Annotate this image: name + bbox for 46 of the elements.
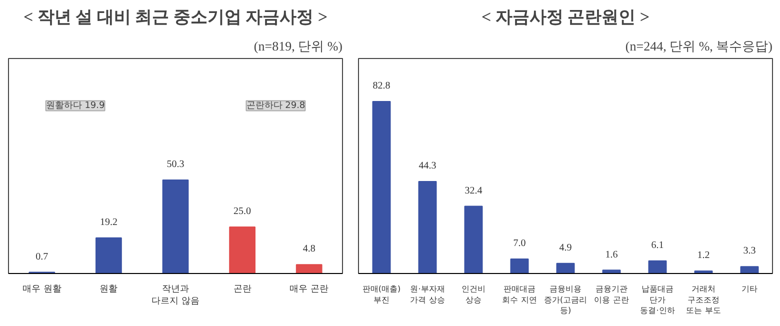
x-tick-label: 납품대금 단가 동결·인하 [640,284,675,316]
bar [740,266,759,274]
bar [229,226,256,274]
x-tick-label: 금융기관 이용 곤란 [594,284,629,304]
chart-title: < 자금사정 곤란원인 > [481,8,650,26]
bar [418,180,437,274]
bar [296,264,322,274]
x-tick-label: 매우 원활 [22,284,62,294]
data-label: 1.6 [605,249,618,260]
bar [602,270,621,274]
chart-subtitle: (n=244, 단위 %, 복수응답) [625,38,773,54]
data-label: 0.7 [36,251,48,262]
chart-subtitle: (n=819, 단위 %) [254,38,343,54]
bar [162,180,189,274]
x-tick-label: 인건비 상승 [462,284,486,304]
data-label: 32.4 [464,185,482,196]
data-label: 3.3 [743,246,756,257]
data-label: 1.2 [697,250,710,262]
bar [648,260,667,274]
data-label: 4.8 [302,244,316,255]
bar [96,237,122,274]
data-label: 25.0 [234,206,252,218]
bar [464,206,483,274]
x-tick-label: 판매대금 회수 지연 [502,284,537,304]
data-label: 19.2 [100,216,118,228]
data-label: 6.1 [651,240,664,251]
x-tick-label: 판매(매출) 부진 [362,284,401,304]
data-label: 4.9 [559,242,572,254]
text: 원활하다 19.9 [46,100,106,111]
x-tick-label: 원·부자재 가격 상승 [410,284,445,304]
text: 곤란하다 29.8 [246,100,306,111]
x-tick-label: 원활 [100,284,118,294]
data-label: 50.3 [166,159,184,170]
data-label: 44.3 [418,160,436,172]
x-tick-label: 매우 곤란 [290,284,329,294]
x-tick-label: 기타 [742,284,758,294]
bar [372,101,391,274]
data-label: 7.0 [513,238,526,250]
x-tick-label: 곤란 [233,284,252,294]
bar [510,258,529,274]
data-label: 82.8 [372,80,390,92]
x-tick-label: 작년과 다르지 않음 [152,284,200,306]
chart-title: < 작년 설 대비 최근 중소기업 자금사정 > [23,8,328,26]
x-tick-label: 금융비용 증가(고금리 등) [544,284,588,316]
x-tick-label: 거래처 구조조정 또는 부도 [686,284,721,316]
bar [556,262,575,274]
